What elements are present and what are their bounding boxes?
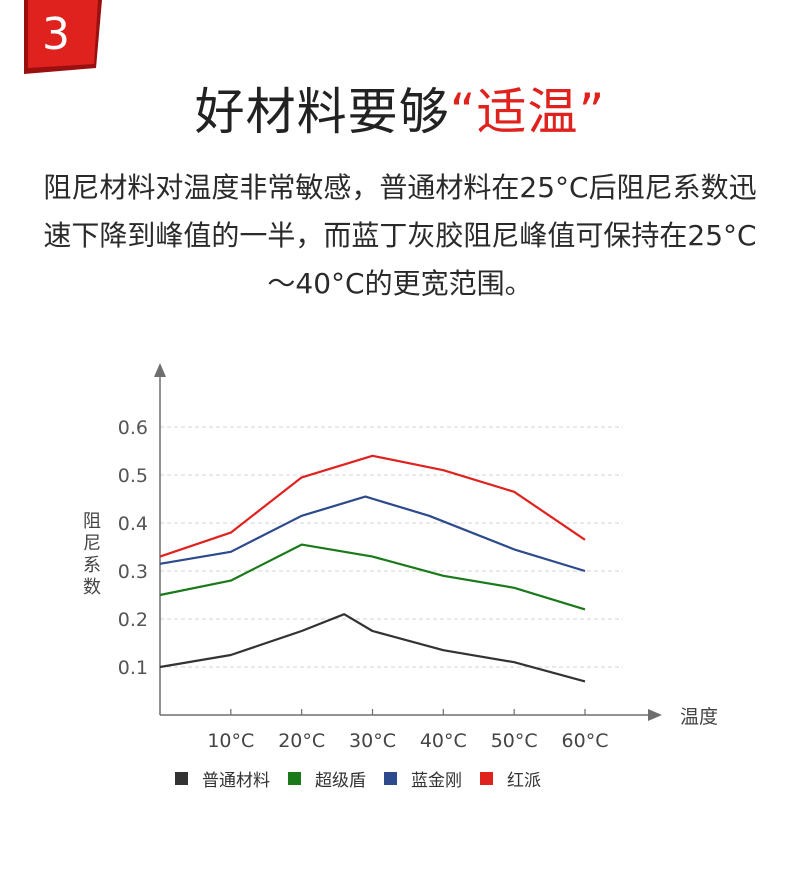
series-line-超级盾 <box>159 543 586 611</box>
title-accent: “适温” <box>449 83 606 141</box>
x-tick-label: 60°C <box>562 730 609 752</box>
y-tick-label: 0.4 <box>118 513 148 535</box>
legend-label: 蓝金刚 <box>411 770 462 791</box>
y-tick-label: 0.3 <box>118 561 148 583</box>
series-line-普通材料 <box>159 613 586 683</box>
y-axis-title-char: 数 <box>83 577 101 598</box>
legend-item: 超级盾 <box>288 766 366 791</box>
legend-swatch <box>288 771 301 785</box>
y-tick-label: 0.6 <box>118 417 148 439</box>
y-axis-arrow <box>154 363 166 377</box>
legend-item: 蓝金刚 <box>384 766 462 791</box>
series-line-红派 <box>159 454 586 558</box>
axes <box>154 363 662 721</box>
axis-labels: 10°C 20°C 30°C 40°C 50°C 60°C 0.1 0.2 0.3 0.4 0.5 0… <box>83 417 718 752</box>
title-text: 好材料要够 <box>194 83 450 141</box>
x-axis-title: 温度 <box>680 706 718 728</box>
y-axis-title-char: 系 <box>83 555 101 576</box>
legend-swatch <box>384 771 397 785</box>
legend-item: 红派 <box>480 766 541 791</box>
description-text: 阻尼材料对温度非常敏感，普通材料在25°C后阻尼系数迅速下降到峰值的一半，而蓝丁… <box>43 171 757 300</box>
legend-label: 超级盾 <box>315 770 366 791</box>
x-tick-label: 30°C <box>349 730 396 752</box>
y-tick-label: 0.5 <box>118 465 148 487</box>
x-axis-arrow <box>648 709 662 721</box>
grid-lines <box>160 426 623 668</box>
step-number: 3 <box>42 9 70 60</box>
y-axis-title-char: 尼 <box>83 533 101 554</box>
legend-label: 普通材料 <box>202 770 270 791</box>
y-axis-title-char: 阻 <box>83 511 101 532</box>
step-badge <box>24 0 102 74</box>
x-tick-label: 10°C <box>207 730 254 752</box>
legend-item: 普通材料 <box>175 766 270 791</box>
legend-swatch <box>175 771 188 785</box>
legend-label: 红派 <box>507 770 541 791</box>
series-lines <box>159 454 586 683</box>
x-tick-label: 50°C <box>491 730 538 752</box>
chart-legend: 普通材料 超级盾 蓝金刚 红派 <box>175 765 675 791</box>
damping-chart: 10°C 20°C 30°C 40°C 50°C 60°C 0.1 0.2 0.3 0.4 0.5 0… <box>83 363 718 752</box>
y-tick-label: 0.1 <box>118 657 148 679</box>
series-line-蓝金刚 <box>159 495 586 573</box>
page-title: 好材料要够“适温” <box>0 72 800 152</box>
x-tick-label: 40°C <box>420 730 467 752</box>
x-tick-label: 20°C <box>278 730 325 752</box>
y-tick-label: 0.2 <box>118 609 148 631</box>
legend-swatch <box>480 771 493 785</box>
